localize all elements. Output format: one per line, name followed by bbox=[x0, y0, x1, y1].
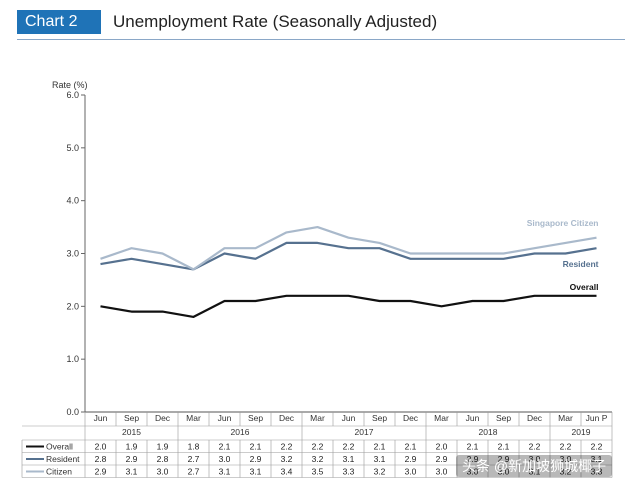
x-tick-label: Jun bbox=[466, 413, 480, 423]
y-tick-label: 6.0 bbox=[66, 90, 79, 100]
x-tick-label: Mar bbox=[186, 413, 201, 423]
y-tick-label: 3.0 bbox=[66, 249, 79, 259]
table-value: 2.9 bbox=[405, 454, 417, 464]
table-value: 2.1 bbox=[498, 442, 510, 452]
table-value: 3.0 bbox=[157, 467, 169, 477]
x-tick-label: Sep bbox=[496, 413, 511, 423]
table-value: 2.2 bbox=[343, 442, 355, 452]
table-value: 3.3 bbox=[343, 467, 355, 477]
table-value: 2.1 bbox=[405, 442, 417, 452]
table-value: 2.9 bbox=[250, 454, 262, 464]
legend-label-citizen: Citizen bbox=[46, 467, 72, 477]
table-value: 2.9 bbox=[467, 454, 479, 464]
table-value: 3.0 bbox=[219, 454, 231, 464]
table-value: 3.1 bbox=[250, 467, 262, 477]
table-value: 2.7 bbox=[188, 454, 200, 464]
x-tick-label: Jun bbox=[94, 413, 108, 423]
series-end-label-overall: Overall bbox=[570, 282, 599, 292]
table-value: 3.1 bbox=[343, 454, 355, 464]
y-tick-label: 2.0 bbox=[66, 301, 79, 311]
x-tick-label: Jun bbox=[342, 413, 356, 423]
legend-label-overall: Overall bbox=[46, 442, 73, 452]
y-axis-label: Rate (%) bbox=[52, 80, 88, 90]
y-tick-label: 1.0 bbox=[66, 354, 79, 364]
table-value: 2.1 bbox=[374, 442, 386, 452]
table-value: 2.8 bbox=[157, 454, 169, 464]
header-divider bbox=[17, 39, 625, 40]
table-value: 2.1 bbox=[250, 442, 262, 452]
table-value: 3.2 bbox=[281, 454, 293, 464]
x-tick-label: Jun bbox=[218, 413, 232, 423]
table-value: 2.1 bbox=[467, 442, 479, 452]
watermark: 头条 @新加坡狮城椰子 bbox=[456, 455, 613, 477]
table-value: 3.1 bbox=[219, 467, 231, 477]
table-value: 3.1 bbox=[591, 454, 603, 464]
table-value: 3.1 bbox=[529, 467, 541, 477]
table-value: 2.0 bbox=[95, 442, 107, 452]
series-end-label-citizen: Singapore Citizen bbox=[527, 218, 599, 228]
y-tick-label: 0.0 bbox=[66, 407, 79, 417]
series-line-resident bbox=[100, 241, 597, 271]
table-value: 2.2 bbox=[529, 442, 541, 452]
chart-header: Chart 2 Unemployment Rate (Seasonally Ad… bbox=[0, 0, 640, 42]
table-value: 2.2 bbox=[560, 442, 572, 452]
year-label: 2016 bbox=[231, 427, 250, 437]
table-value: 3.2 bbox=[560, 467, 572, 477]
y-tick-label: 4.0 bbox=[66, 196, 79, 206]
table-value: 2.2 bbox=[281, 442, 293, 452]
table-value: 3.2 bbox=[312, 454, 324, 464]
year-label: 2018 bbox=[479, 427, 498, 437]
chart-number-tag: Chart 2 bbox=[17, 10, 101, 34]
series-line-citizen bbox=[100, 226, 597, 271]
x-tick-label: Sep bbox=[372, 413, 387, 423]
table-value: 3.1 bbox=[374, 454, 386, 464]
table-value: 2.0 bbox=[436, 442, 448, 452]
table-value: 2.9 bbox=[498, 454, 510, 464]
chart-title: Unemployment Rate (Seasonally Adjusted) bbox=[113, 12, 438, 31]
table-value: 2.7 bbox=[188, 467, 200, 477]
table-value: 1.9 bbox=[126, 442, 138, 452]
year-label: 2017 bbox=[355, 427, 374, 437]
y-tick-label: 5.0 bbox=[66, 143, 79, 153]
table-value: 1.9 bbox=[157, 442, 169, 452]
x-tick-label: Dec bbox=[527, 413, 543, 423]
table-value: 2.9 bbox=[95, 467, 107, 477]
x-tick-label: Dec bbox=[403, 413, 419, 423]
x-tick-label: Sep bbox=[124, 413, 139, 423]
table-value: 1.8 bbox=[188, 442, 200, 452]
table-value: 3.1 bbox=[126, 467, 138, 477]
x-tick-label: Mar bbox=[434, 413, 449, 423]
x-tick-label: Sep bbox=[248, 413, 263, 423]
table-value: 3.0 bbox=[467, 467, 479, 477]
table-value: 3.0 bbox=[436, 467, 448, 477]
year-label: 2019 bbox=[572, 427, 591, 437]
table-value: 3.0 bbox=[498, 467, 510, 477]
table-value: 2.2 bbox=[312, 442, 324, 452]
table-value: 3.2 bbox=[374, 467, 386, 477]
legend-label-resident: Resident bbox=[46, 454, 80, 464]
series-line-overall bbox=[100, 294, 597, 318]
x-tick-label: Jun P bbox=[586, 413, 608, 423]
table-value: 3.0 bbox=[529, 454, 541, 464]
x-tick-label: Dec bbox=[155, 413, 171, 423]
series-end-label-resident: Resident bbox=[563, 259, 599, 269]
table-value: 3.3 bbox=[591, 467, 603, 477]
table-value: 2.2 bbox=[591, 442, 603, 452]
x-tick-label: Mar bbox=[310, 413, 325, 423]
table-value: 2.1 bbox=[219, 442, 231, 452]
year-label: 2015 bbox=[122, 427, 141, 437]
table-value: 2.9 bbox=[126, 454, 138, 464]
table-value: 3.0 bbox=[405, 467, 417, 477]
table-value: 3.5 bbox=[312, 467, 324, 477]
table-value: 2.9 bbox=[436, 454, 448, 464]
x-tick-label: Mar bbox=[558, 413, 573, 423]
table-value: 3.4 bbox=[281, 467, 293, 477]
table-value: 3.0 bbox=[560, 454, 572, 464]
table-value: 2.8 bbox=[95, 454, 107, 464]
x-tick-label: Dec bbox=[279, 413, 295, 423]
